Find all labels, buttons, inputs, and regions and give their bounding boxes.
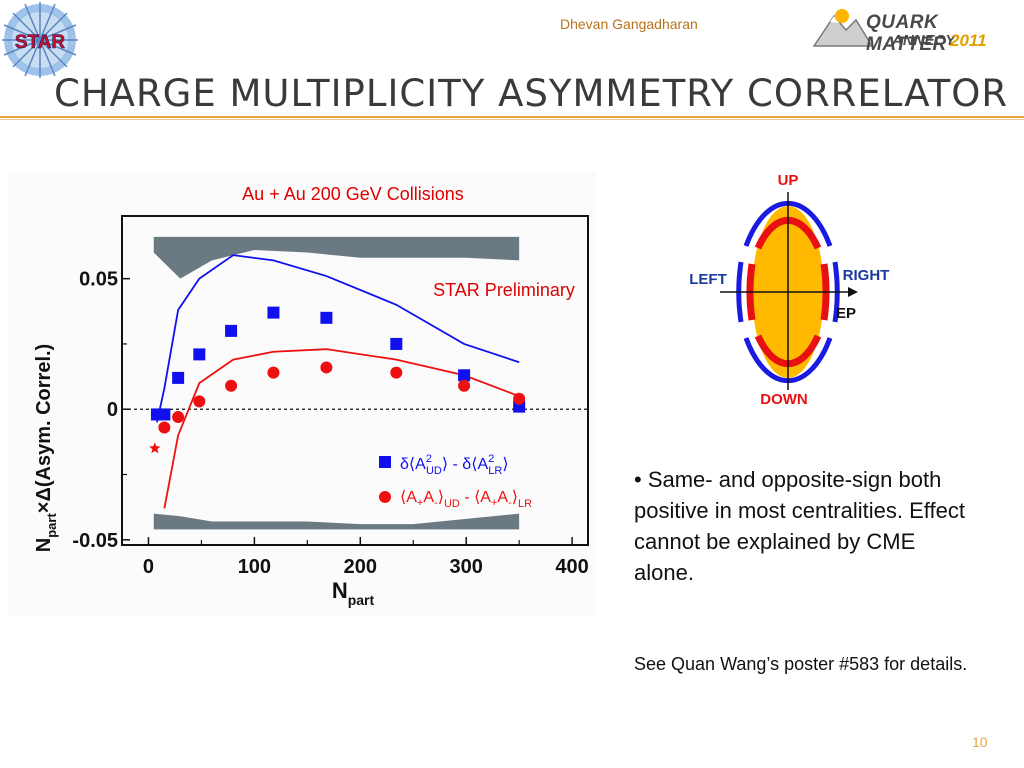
y-tick-label: -0.05 (72, 530, 118, 552)
y-tick-label: 0.05 (79, 269, 118, 291)
legend-label-opp: ⟨A+A-⟩UD - ⟨A+A-⟩LR (400, 489, 532, 510)
legend-marker-circle (379, 491, 391, 503)
diagram-label-right: RIGHT (843, 267, 890, 284)
chart-title: Au + Au 200 GeV Collisions (242, 184, 464, 204)
data-point-square (390, 337, 403, 350)
legend-marker-square (379, 456, 391, 468)
chart-panel: Au + Au 200 GeV Collisions STAR Prelimin… (8, 172, 596, 616)
data-point-circle (158, 421, 171, 434)
slide-title: CHARGE MULTIPLICITY ASYMMETRY CORRELATOR (54, 72, 1009, 115)
data-point-circle (193, 395, 206, 408)
diagram-label-ep: EP (836, 305, 856, 322)
systematic-band-1 (153, 513, 520, 530)
star-logo: STAR (2, 2, 78, 78)
data-point-circle (513, 392, 526, 405)
ep-arrow-icon (848, 287, 858, 297)
page-number: 10 (972, 734, 988, 750)
asymmetry-correlator-chart: Au + Au 200 GeV Collisions STAR Prelimin… (33, 184, 589, 608)
author-name: Dhevan Gangadharan (560, 16, 698, 32)
reaction-plane-diagram: UP DOWN LEFT RIGHT EP (689, 172, 890, 408)
data-point-star (149, 442, 161, 454)
data-point-circle (172, 411, 185, 424)
diagram-label-left: LEFT (689, 271, 727, 288)
x-axis-label: Npart (332, 578, 375, 608)
data-point-square (172, 371, 185, 384)
legend-label-same: δ⟨A2 UD⟩ - δ⟨A2 LR⟩ (400, 453, 509, 477)
data-point-square (225, 324, 238, 337)
conference-place: ANNECY (892, 32, 956, 49)
poster-note: See Quan Wang’s poster #583 for details. (634, 654, 968, 674)
x-tick-label: 0 (143, 556, 154, 578)
data-point-circle (267, 366, 280, 379)
title-divider-thin (0, 119, 1024, 120)
x-tick-label: 400 (555, 556, 588, 578)
data-point-square (267, 306, 280, 319)
diagram-label-up: UP (778, 172, 799, 189)
star-burst-icon (2, 2, 78, 78)
data-point-square (320, 311, 333, 324)
chart-annotation: STAR Preliminary (433, 280, 575, 300)
chart-legend: δ⟨A2 UD⟩ - δ⟨A2 LR⟩ ⟨A+A-⟩UD - ⟨A+A-⟩LR (379, 453, 532, 510)
diagram-label-down: DOWN (760, 391, 808, 408)
y-axis-label: Npart×Δ(Asym. Correl.) (33, 344, 59, 552)
data-point-circle (225, 379, 238, 392)
conference-year: 2011 (950, 31, 987, 50)
conference-title: QUARK MATTER (866, 12, 947, 55)
title-divider (0, 116, 1024, 118)
plot-frame (121, 215, 589, 546)
star-logo-text: STAR (15, 32, 66, 53)
x-tick-label: 200 (344, 556, 377, 578)
data-point-square (158, 408, 171, 421)
quark-matter-logo (812, 9, 874, 47)
model-line-red (163, 348, 520, 509)
data-point-circle (320, 361, 333, 374)
x-tick-label: 100 (238, 556, 271, 578)
bullet-text: • Same- and opposite-sign both positive … (634, 467, 965, 585)
y-tick-label: 0 (107, 399, 118, 421)
model-line-blue (156, 254, 520, 423)
data-point-square (193, 348, 206, 361)
x-tick-label: 300 (450, 556, 483, 578)
data-point-circle (458, 379, 471, 392)
data-point-square (458, 369, 471, 382)
mountain-icon (812, 9, 874, 47)
data-point-circle (390, 366, 403, 379)
systematic-band-0 (153, 236, 520, 279)
